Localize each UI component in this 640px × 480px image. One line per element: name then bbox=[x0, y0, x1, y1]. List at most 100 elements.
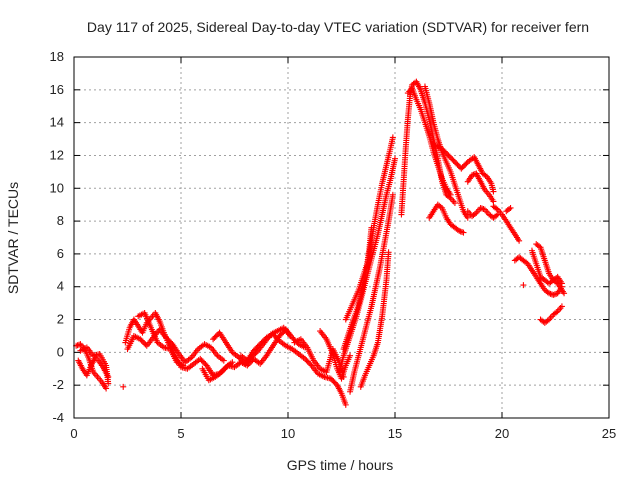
data-point bbox=[165, 337, 172, 344]
data-point bbox=[493, 205, 500, 212]
x-tick-label: 10 bbox=[281, 426, 295, 441]
data-point bbox=[212, 333, 219, 340]
data-point bbox=[490, 188, 497, 195]
data-point bbox=[451, 159, 458, 166]
data-points bbox=[73, 78, 568, 408]
data-point bbox=[448, 155, 455, 162]
data-point bbox=[304, 358, 311, 365]
data-point bbox=[287, 332, 294, 339]
data-point bbox=[271, 332, 278, 339]
data-point bbox=[442, 149, 449, 156]
data-point bbox=[221, 366, 228, 373]
data-point bbox=[139, 338, 146, 345]
data-point bbox=[180, 362, 187, 369]
data-point bbox=[199, 358, 206, 365]
data-point bbox=[327, 375, 334, 382]
data-point bbox=[455, 162, 462, 169]
y-tick-label: -2 bbox=[52, 377, 64, 392]
data-point bbox=[331, 379, 338, 386]
data-point bbox=[389, 134, 396, 141]
data-point bbox=[441, 148, 448, 155]
data-point bbox=[553, 309, 560, 316]
data-point bbox=[558, 280, 565, 287]
data-point bbox=[504, 207, 511, 214]
data-point bbox=[444, 151, 451, 158]
data-point bbox=[558, 303, 565, 310]
grid bbox=[74, 57, 609, 418]
x-tick-label: 15 bbox=[388, 426, 402, 441]
data-point bbox=[458, 165, 465, 172]
data-point bbox=[197, 355, 204, 362]
data-point bbox=[544, 317, 551, 324]
y-tick-label: 14 bbox=[50, 115, 64, 130]
data-point bbox=[342, 401, 349, 408]
data-point bbox=[257, 341, 264, 348]
y-tick-label: 4 bbox=[57, 279, 64, 294]
data-point bbox=[389, 191, 396, 198]
data-point bbox=[277, 331, 284, 338]
data-point bbox=[222, 365, 229, 372]
data-point bbox=[270, 331, 277, 338]
data-point bbox=[454, 161, 461, 168]
x-axis-label: GPS time / hours bbox=[287, 457, 394, 473]
data-point bbox=[254, 343, 261, 350]
data-point bbox=[163, 334, 170, 341]
data-point bbox=[451, 200, 458, 207]
data-point bbox=[259, 338, 266, 345]
data-point bbox=[302, 355, 309, 362]
data-point bbox=[440, 147, 447, 154]
data-point bbox=[141, 340, 148, 347]
x-tick-label: 5 bbox=[177, 426, 184, 441]
data-point bbox=[105, 380, 112, 387]
data-point bbox=[561, 290, 568, 297]
data-point bbox=[213, 332, 220, 339]
plot-frame bbox=[73, 56, 610, 419]
data-point bbox=[520, 282, 527, 289]
data-point bbox=[449, 156, 456, 163]
data-point bbox=[445, 152, 452, 159]
data-point bbox=[137, 336, 144, 343]
data-point bbox=[250, 347, 257, 354]
data-point bbox=[439, 145, 446, 152]
data-point bbox=[218, 369, 225, 376]
data-point bbox=[459, 164, 466, 171]
y-tick-label: 16 bbox=[50, 82, 64, 97]
data-point bbox=[219, 367, 226, 374]
data-point bbox=[252, 346, 259, 353]
data-point bbox=[261, 337, 268, 344]
y-tick-label: 6 bbox=[57, 246, 64, 261]
data-point bbox=[503, 208, 510, 215]
data-point bbox=[103, 385, 110, 392]
data-point bbox=[164, 335, 171, 342]
data-point bbox=[453, 160, 460, 167]
x-tick-label: 25 bbox=[602, 426, 616, 441]
data-point bbox=[272, 333, 279, 340]
data-point bbox=[210, 336, 217, 343]
data-point bbox=[471, 210, 478, 217]
data-point bbox=[347, 352, 354, 359]
y-axis-label: SDTVAR / TECUs bbox=[5, 182, 21, 294]
data-point bbox=[460, 162, 467, 169]
y-tick-label: 10 bbox=[50, 180, 64, 195]
data-point bbox=[329, 376, 336, 383]
data-point bbox=[253, 345, 260, 352]
data-point bbox=[385, 249, 392, 256]
data-point bbox=[166, 338, 173, 345]
x-tick-label: 0 bbox=[70, 426, 77, 441]
axis-ticks: 0 5 10 15 20 25 -4 -2 0 2 4 6 8 10 12 14 16 18 bbox=[50, 49, 617, 441]
y-tick-label: 2 bbox=[57, 312, 64, 327]
data-point bbox=[201, 359, 208, 366]
data-point bbox=[437, 203, 444, 210]
data-point bbox=[464, 214, 471, 221]
y-tick-label: 18 bbox=[50, 49, 64, 64]
data-point bbox=[368, 224, 375, 231]
data-point bbox=[493, 212, 500, 219]
data-point bbox=[305, 359, 312, 366]
y-tick-label: 0 bbox=[57, 344, 64, 359]
data-point bbox=[447, 191, 454, 198]
data-point bbox=[138, 337, 145, 344]
data-point bbox=[446, 153, 453, 160]
y-tick-label: 12 bbox=[50, 147, 64, 162]
data-point bbox=[211, 334, 218, 341]
